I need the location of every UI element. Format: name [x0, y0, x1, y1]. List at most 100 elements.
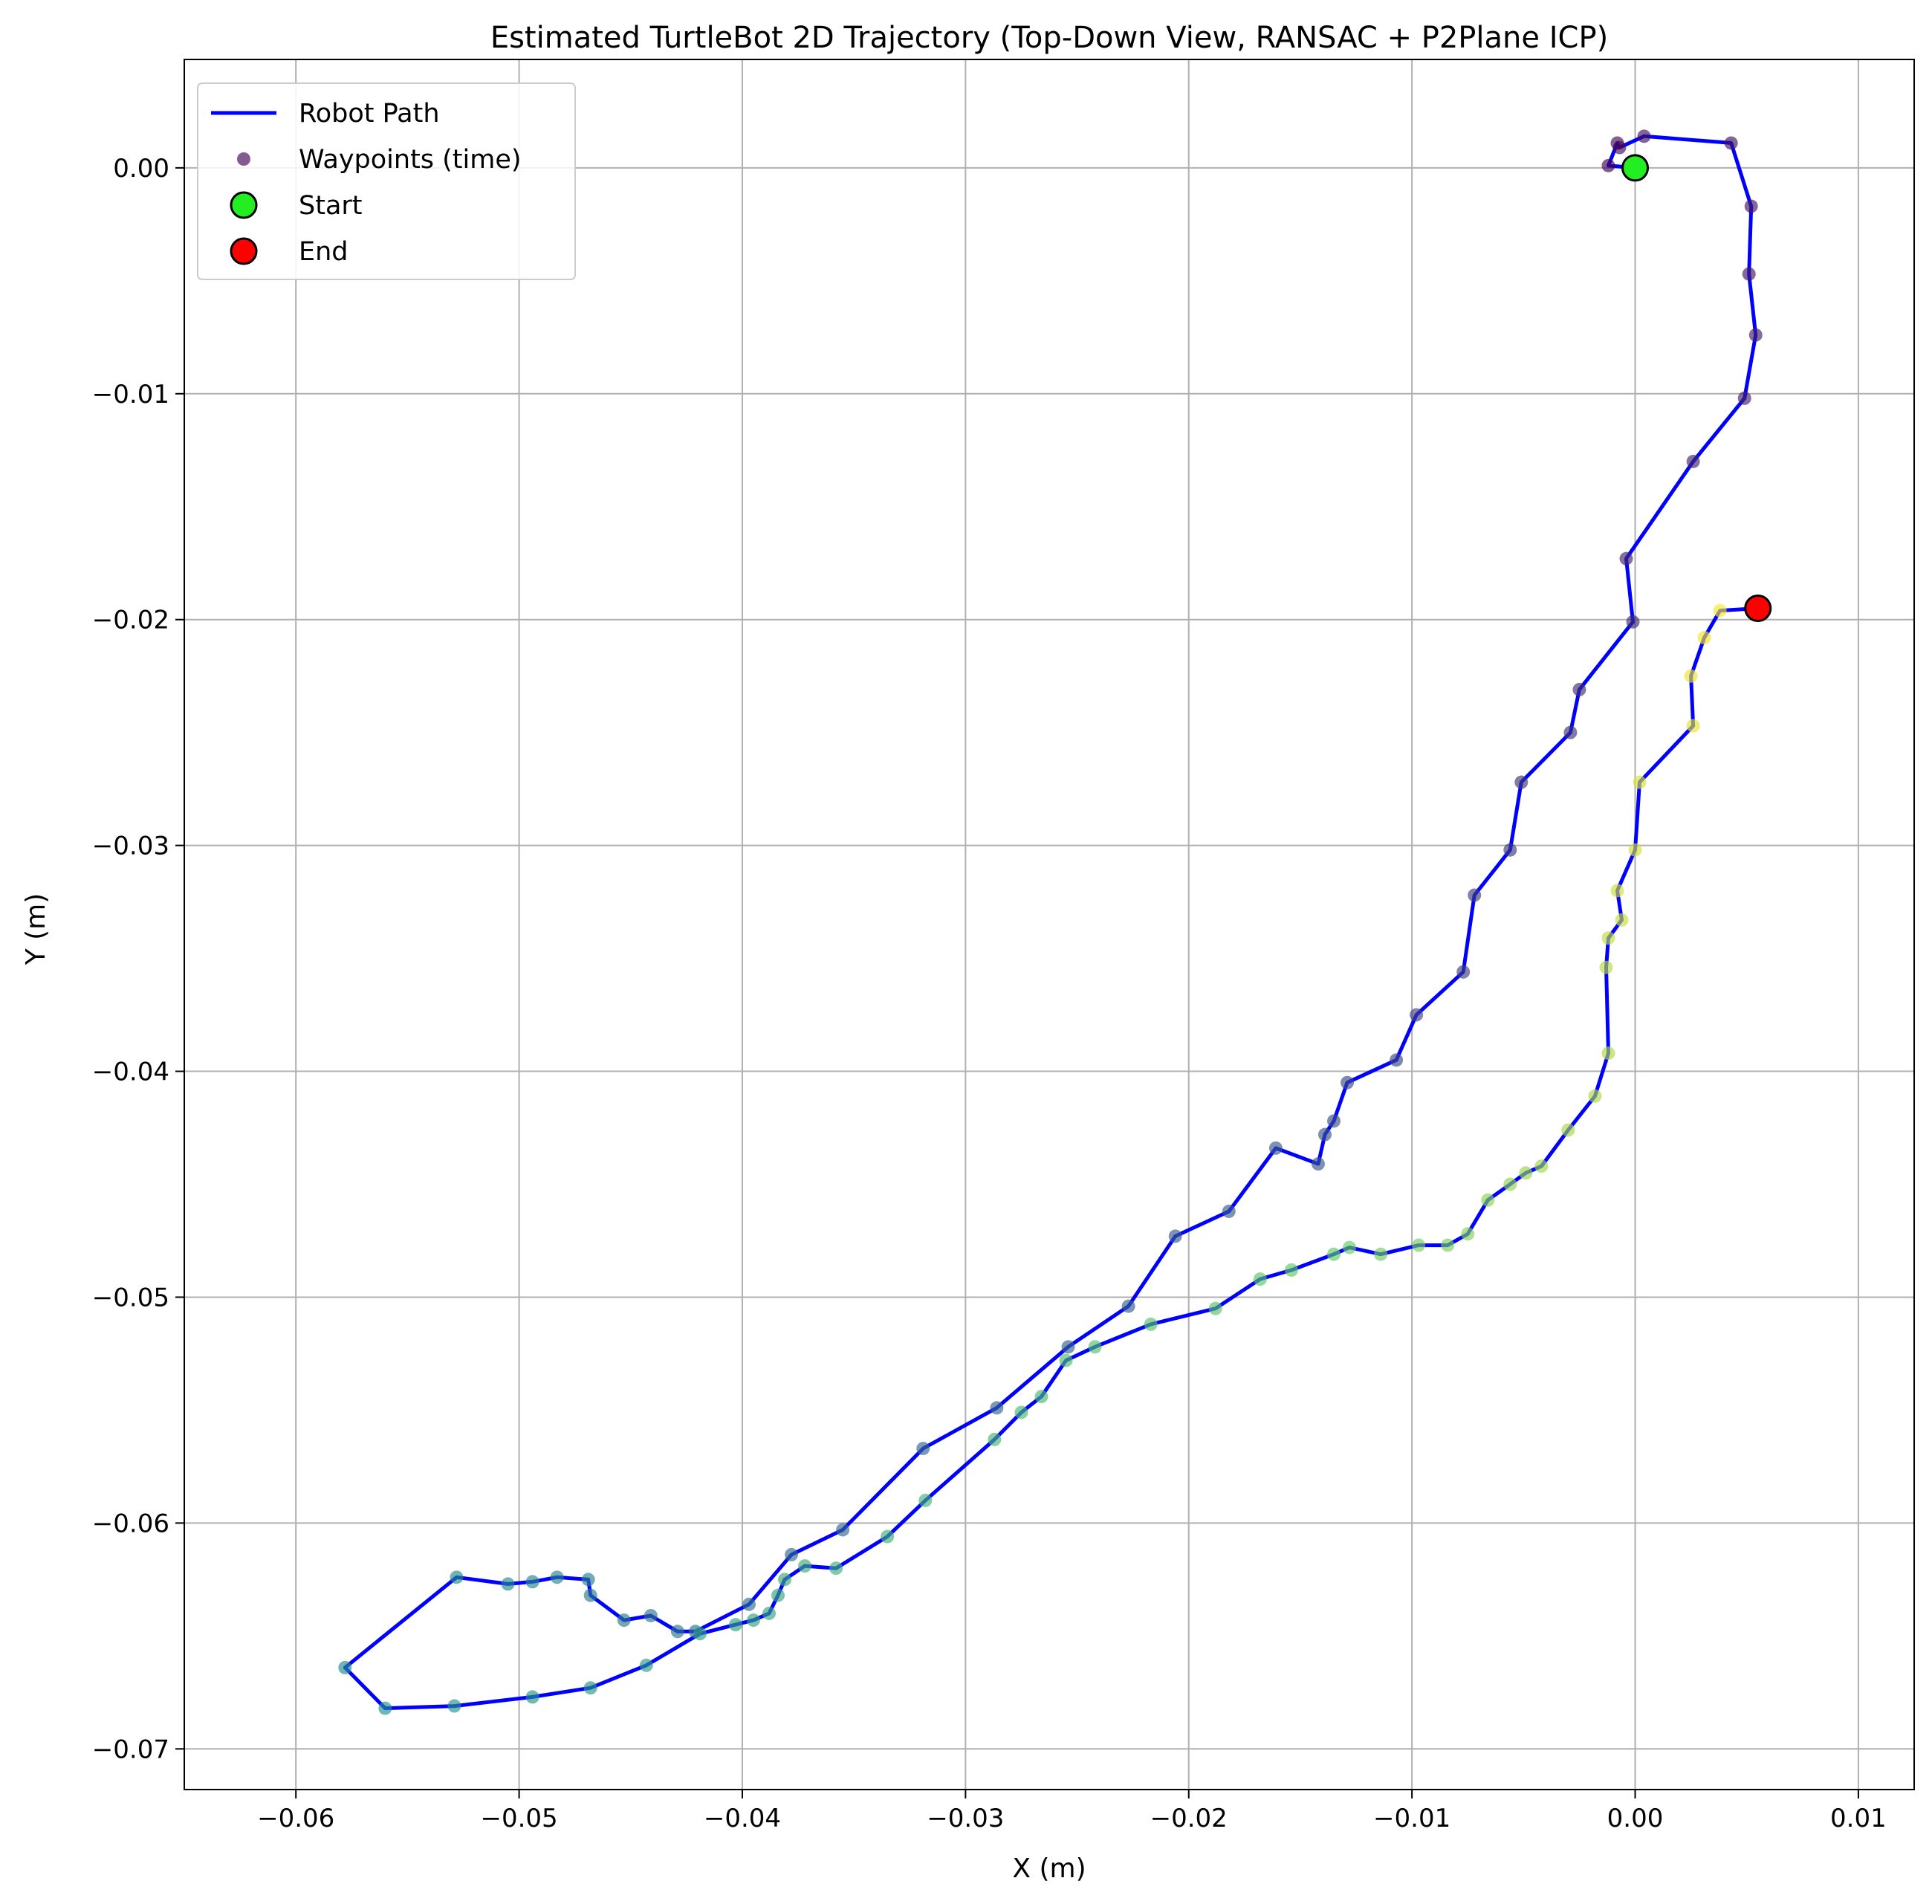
waypoint-dot [583, 1681, 597, 1695]
waypoint-dot [1626, 615, 1640, 629]
robot-path [343, 134, 1758, 1711]
legend-start-swatch [230, 191, 258, 219]
waypoint-dot [829, 1561, 843, 1576]
x-tick-label: 0.01 [1830, 1804, 1887, 1833]
waypoint-dot [1168, 1229, 1182, 1243]
waypoint-dot [1612, 140, 1627, 155]
waypoint-dot [639, 1658, 653, 1672]
waypoint-dot [447, 1699, 461, 1713]
waypoint-dot [693, 1627, 707, 1641]
waypoint-dot [762, 1606, 777, 1620]
waypoint-dot [1317, 1127, 1332, 1142]
y-axis: 0.00 −0.01 −0.02 −0.03 −0.04 −0.05 −0.06 −0.07 [92, 154, 184, 1764]
waypoint-dot [1268, 1141, 1283, 1155]
waypoint-dot [1697, 631, 1711, 645]
start-end-markers [1621, 154, 1772, 623]
waypoint-dot [1686, 719, 1700, 733]
waypoint-dot [1343, 1240, 1357, 1254]
waypoint-dot [644, 1608, 658, 1622]
y-tick-label: −0.01 [92, 380, 169, 409]
legend-label: Start [299, 191, 363, 221]
y-tick-label: −0.02 [92, 606, 169, 635]
waypoint-dot [1633, 775, 1647, 789]
start-marker [1621, 154, 1650, 182]
waypoint-dot [1481, 1193, 1495, 1207]
waypoint-dot [988, 1432, 1002, 1446]
waypoint-dot [1059, 1353, 1073, 1367]
waypoint-dot [1742, 267, 1756, 281]
waypoint-dot [990, 1401, 1004, 1415]
waypoint-dot [1572, 682, 1586, 696]
waypoint-dot [1610, 884, 1624, 898]
waypoint-dot [583, 1588, 597, 1602]
y-axis-label: Y (m) [21, 893, 51, 966]
waypoint-dot [1061, 1340, 1075, 1354]
x-axis: −0.06 −0.05 −0.04 −0.03 −0.02 −0.01 0.00 0.01 [257, 1790, 1887, 1833]
waypoint-dot [338, 1660, 352, 1674]
waypoint-dot [1461, 1227, 1475, 1241]
waypoint-dot [881, 1529, 895, 1544]
waypoint-dot [742, 1597, 756, 1611]
waypoint-dot [1684, 669, 1698, 683]
waypoint-dot [1284, 1263, 1298, 1277]
waypoint-dot [1326, 1247, 1341, 1261]
legend-dot-swatch [237, 152, 250, 166]
legend-end-swatch [230, 237, 258, 265]
waypoint-dot [1514, 775, 1529, 789]
waypoint-dot [525, 1575, 539, 1589]
legend-label: Waypoints (time) [299, 145, 522, 175]
waypoint-dot [1326, 1114, 1341, 1128]
waypoint-dot [1748, 328, 1763, 342]
waypoint-dot [1619, 551, 1633, 566]
waypoint-dot [1563, 725, 1578, 739]
x-tick-label: −0.01 [1373, 1804, 1450, 1833]
waypoint-dot [1637, 129, 1651, 143]
waypoint-dot [1014, 1405, 1028, 1419]
waypoint-dot [771, 1588, 785, 1602]
legend-box [197, 82, 576, 280]
waypoint-dot [1503, 843, 1517, 857]
waypoint-dot [1713, 603, 1727, 618]
plot-background [184, 59, 1914, 1790]
waypoint-dot [1588, 1089, 1602, 1103]
end-marker [1744, 595, 1772, 623]
y-tick-label: 0.00 [113, 154, 169, 184]
waypoint-dot [1534, 1159, 1549, 1173]
waypoint-dot [1144, 1317, 1158, 1331]
waypoint-dot [378, 1701, 392, 1715]
plot-area [184, 59, 1915, 1790]
waypoint-dot [1088, 1340, 1102, 1354]
waypoint-dot [1456, 965, 1471, 979]
waypoint-dot [798, 1559, 812, 1573]
x-tick-label: −0.04 [704, 1804, 781, 1833]
waypoint-dot [778, 1573, 792, 1587]
robot-path-line [343, 134, 1758, 1711]
waypoint-dot [525, 1690, 539, 1704]
waypoint-dot [670, 1625, 684, 1639]
x-tick-label: −0.05 [480, 1804, 557, 1833]
x-tick-label: 0.00 [1607, 1804, 1664, 1833]
y-tick-label: −0.06 [92, 1509, 169, 1538]
waypoint-dot [1253, 1272, 1267, 1286]
waypoint-dot [1468, 888, 1482, 902]
waypoint-dot [785, 1547, 799, 1561]
waypoint-dot [1724, 136, 1738, 150]
y-tick-label: −0.04 [92, 1058, 169, 1087]
legend-label: Robot Path [299, 99, 440, 129]
waypoint-dot [1034, 1390, 1048, 1404]
waypoint-dot [728, 1618, 742, 1632]
waypoint-dot [1601, 158, 1615, 172]
waypoint-dot [1222, 1204, 1236, 1218]
waypoint-dot [1599, 960, 1613, 974]
waypoint-dot [1686, 454, 1700, 468]
waypoint-dot [1311, 1157, 1325, 1171]
waypoint-dot [1744, 199, 1758, 213]
x-axis-label: X (m) [1012, 1853, 1086, 1884]
waypoint-dot [450, 1570, 464, 1584]
x-tick-label: −0.06 [257, 1804, 334, 1833]
chart-title: Estimated TurtleBot 2D Trajectory (Top-D… [490, 21, 1608, 55]
waypoint-dot [746, 1613, 760, 1628]
waypoint-dot [1628, 843, 1642, 857]
waypoint-dot [836, 1523, 850, 1537]
